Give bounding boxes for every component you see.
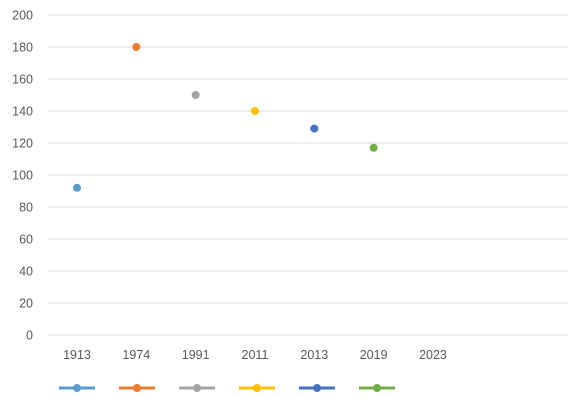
y-tick-label: 200 — [12, 9, 33, 23]
data-point-1974 — [132, 43, 141, 51]
data-point-1991 — [191, 91, 200, 99]
y-tick-label: 140 — [12, 105, 33, 119]
legend-entry-3 — [179, 384, 215, 392]
legend-marker — [133, 384, 141, 392]
data-point-2011 — [250, 107, 259, 115]
y-tick-label: 180 — [12, 41, 33, 55]
x-tick-label: 1913 — [63, 348, 91, 362]
data-point-2013 — [310, 124, 319, 133]
x-tick-label: 2019 — [360, 348, 388, 362]
x-tick-label: 1974 — [122, 348, 150, 362]
data-point-1913 — [73, 183, 81, 192]
gridlines — [48, 14, 568, 336]
data-points — [73, 43, 378, 192]
x-tick-label: 1991 — [182, 348, 210, 362]
y-tick-label: 20 — [19, 297, 33, 311]
legend-entry-4 — [239, 384, 275, 392]
legend-entry-2 — [119, 384, 155, 392]
legend-entry-6 — [359, 384, 395, 392]
legend-marker — [253, 384, 261, 392]
legend-marker — [373, 384, 381, 392]
y-tick-label: 160 — [12, 73, 33, 87]
y-axis-ticks: 0 20 40 60 80 100 120 140 160 180 200 — [12, 9, 33, 343]
y-tick-label: 120 — [12, 137, 33, 151]
y-tick-label: 100 — [12, 169, 33, 183]
y-tick-label: 0 — [26, 329, 33, 343]
x-axis-ticks: 1913 1974 1991 2011 2013 2019 2023 — [63, 348, 447, 362]
legend-marker — [313, 384, 321, 392]
x-tick-label: 2023 — [419, 348, 447, 362]
x-tick-label: 2011 — [242, 348, 269, 362]
legend-marker — [73, 384, 81, 392]
legend-entry-1 — [59, 384, 95, 392]
y-tick-label: 80 — [19, 201, 33, 215]
y-tick-label: 40 — [19, 265, 33, 279]
y-tick-label: 60 — [19, 233, 33, 247]
legend-marker — [193, 384, 201, 392]
data-point-2019 — [369, 143, 378, 152]
legend-entry-5 — [299, 384, 335, 392]
x-tick-label: 2013 — [300, 348, 328, 362]
legend — [59, 384, 395, 392]
